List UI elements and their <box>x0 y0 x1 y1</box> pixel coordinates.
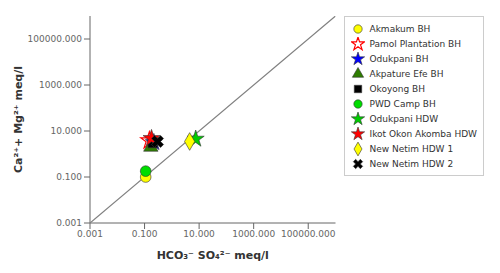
html-text:Akmakum BH: Akmakum BH <box>369 23 431 34</box>
html-text:Pamol Plantation BH: Pamol Plantation BH <box>369 38 461 49</box>
html-text:PWD Camp BH: PWD Camp BH <box>369 98 436 109</box>
html-text:Okoyong BH: Okoyong BH <box>369 83 425 94</box>
svg-text:0.001: 0.001 <box>77 229 103 239</box>
html-text:New Netim HDW 1: New Netim HDW 1 <box>369 143 454 154</box>
svg-text:100000.000: 100000.000 <box>28 34 83 44</box>
svg-text:0.100: 0.100 <box>132 229 158 239</box>
svg-text:HCO₃⁻ SO₄²⁻ meq/l: HCO₃⁻ SO₄²⁻ meq/l <box>157 249 269 262</box>
html-text:New Netim HDW 2: New Netim HDW 2 <box>369 158 454 169</box>
html-text:Odukpani HDW: Odukpani HDW <box>369 113 439 124</box>
svg-text:100000.000: 100000.000 <box>281 229 336 239</box>
svg-text:0.100: 0.100 <box>56 172 82 182</box>
svg-text:1000.000: 1000.000 <box>39 80 82 90</box>
html-text:Odukpani BH: Odukpani BH <box>369 53 429 64</box>
svg-text:0.001: 0.001 <box>56 218 82 228</box>
svg-text:10.000: 10.000 <box>183 229 215 239</box>
html-text:Akpature Efe BH: Akpature Efe BH <box>369 68 444 79</box>
html-text:Ikot Okon Akomba HDW: Ikot Okon Akomba HDW <box>369 128 477 139</box>
svg-text:10.000: 10.000 <box>51 126 83 136</box>
svg-text:Ca²⁺+ Mg²⁺ meq/l: Ca²⁺+ Mg²⁺ meq/l <box>12 66 25 173</box>
svg-text:1000.000: 1000.000 <box>232 229 275 239</box>
